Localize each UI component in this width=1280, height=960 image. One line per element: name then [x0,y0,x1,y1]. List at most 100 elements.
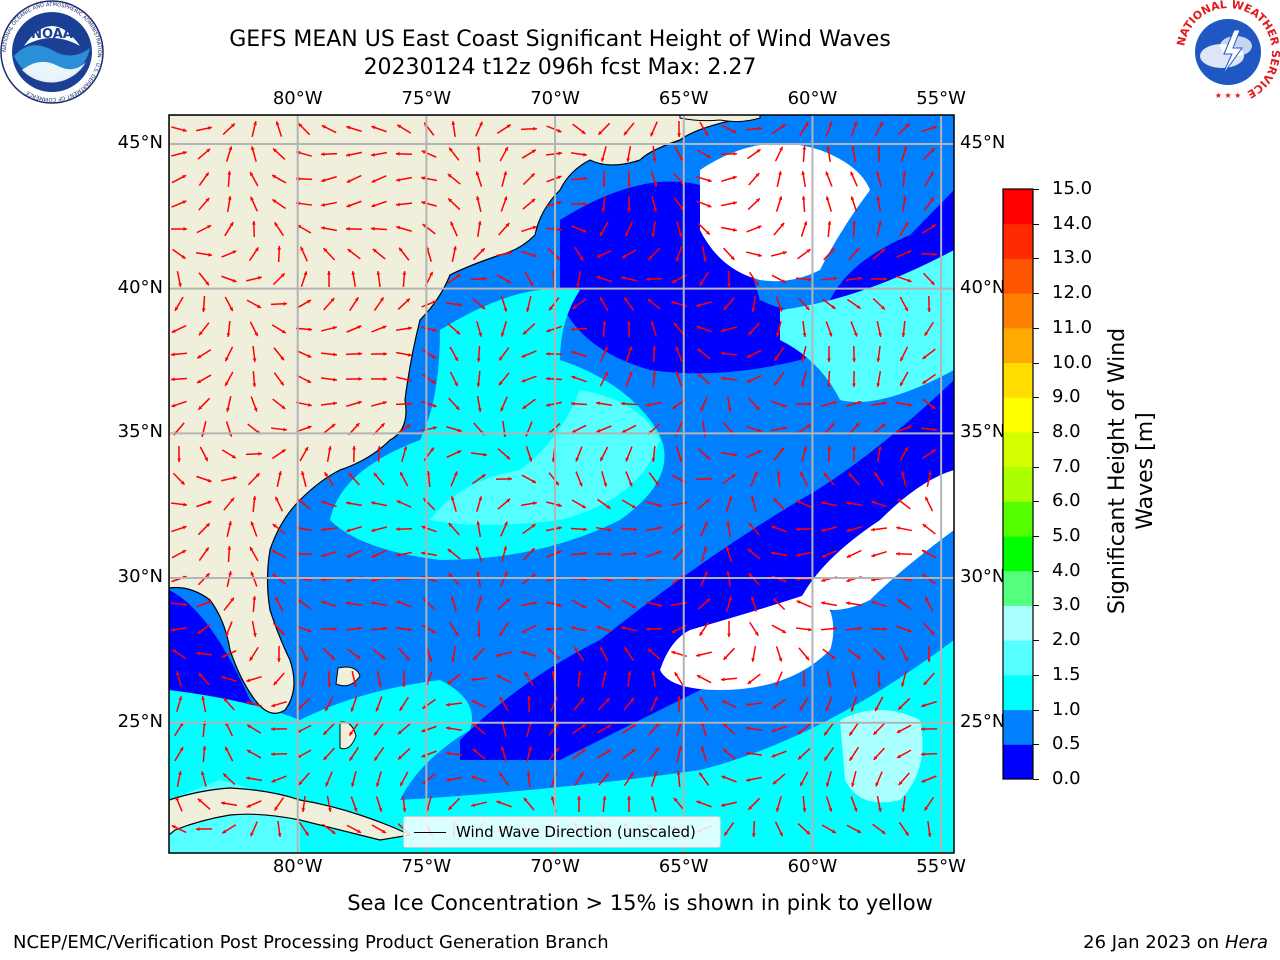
wave-arrowhead [657,503,662,507]
colorbar-tick-mark [1033,431,1039,433]
wave-arrowhead [746,702,750,707]
wave-arrowhead [371,501,375,505]
wave-arrowhead [877,446,882,450]
wave-arrowhead [206,148,211,153]
wave-arrowhead [874,472,879,477]
wave-arrowhead [456,330,461,335]
wave-arrowhead [323,756,328,760]
wave-arrowhead [932,125,937,130]
wave-arrowhead [850,707,855,712]
wave-arrowhead [477,633,481,637]
wave-arrowhead [907,425,912,430]
wave-arrowhead [204,457,208,462]
wave-arrowhead [254,332,258,337]
wave-arrowhead [403,446,408,451]
wave-arrowhead [571,401,575,406]
wave-arrowhead [852,358,857,362]
wave-arrowhead [275,496,279,501]
colorbar-swatch [1003,570,1033,606]
lon-label: 80°W [272,88,323,109]
wave-arrowhead [706,154,711,159]
wave-arrowhead [931,405,936,409]
wave-arrowhead [557,550,562,555]
wave-arrowhead [922,524,927,528]
map-subtitle: 20230124 t12z 096h fcst Max: 2.27 [363,55,757,80]
wave-arrowhead [505,223,510,227]
wave-arrowhead [375,707,380,712]
colorbar-tick-mark [1033,362,1039,364]
lat-label: 45°N [117,131,163,153]
wave-arrowhead [654,696,658,701]
wave-arrowhead [696,800,701,805]
wave-arrowhead [700,746,705,751]
wave-arrowhead [325,782,330,787]
wave-arrowhead [183,602,187,607]
wave-arrowhead [371,203,376,208]
wave-arrowhead [408,352,412,357]
wave-arrowhead [808,627,812,632]
wave-arrowhead [831,305,836,309]
date-label: 26 Jan 2023 on [1083,932,1220,953]
wave-arrowhead [430,447,434,452]
colorbar-tick-label: 12.0 [1052,282,1093,304]
wave-arrowhead [546,351,550,356]
wave-arrowhead [202,746,207,750]
wave-arrowhead [876,196,881,200]
wave-arrowhead [723,655,728,660]
wave-arrowhead [929,172,934,177]
wave-arrowhead [902,171,907,175]
wave-arrowhead [582,228,587,233]
wave-arrowhead [653,771,658,776]
wave-arrowhead [726,571,731,575]
wave-arrowhead [396,151,400,156]
wave-arrowhead [557,603,562,607]
wave-arrowhead [631,724,636,729]
wave-arrowhead [907,250,912,255]
wave-arrowhead [927,658,931,662]
wave-arrowhead [831,655,836,659]
wave-arrowhead [925,496,929,501]
wave-arrowhead [876,358,881,362]
wave-arrowhead [824,731,828,736]
wave-arrowhead [504,521,508,526]
wave-arrowhead [346,554,351,558]
wave-arrowhead [274,806,279,811]
wave-arrowhead [625,457,630,462]
wave-arrowhead [923,681,928,686]
wave-arrowhead [699,281,704,286]
wave-arrowhead [901,808,906,812]
wave-arrowhead [876,171,880,176]
lon-label: 65°W [658,88,709,109]
wave-arrowhead [600,157,605,162]
wave-arrowhead [856,304,861,309]
wave-arrowhead [408,326,412,331]
wave-arrowhead [771,525,776,530]
wave-arrowhead [321,553,326,558]
lat-label: 30°N [117,566,163,588]
wave-arrowhead [555,722,560,727]
wave-arrowhead [396,600,401,605]
wave-arrowhead [304,447,308,452]
wave-arrowhead [200,771,205,776]
wave-arrowhead [748,330,753,335]
wave-arrowhead [333,352,337,357]
wave-arrowhead [323,730,328,735]
wave-arrowhead [727,633,731,637]
wave-arrowhead [432,328,437,332]
wave-arrowhead [746,778,750,782]
wave-arrowhead [197,798,202,803]
wave-arrowhead [246,700,251,705]
wave-arrowhead [375,782,380,787]
wave-arrowhead [806,249,811,253]
wave-arrowhead [653,207,657,212]
wave-arrowhead [181,255,186,259]
wave-arrowhead [821,501,825,505]
wave-arrowhead [655,722,660,727]
wave-arrowhead [774,356,779,361]
wave-arrowhead [331,830,336,834]
wave-arrowhead [371,152,375,157]
wave-arrowhead [250,196,254,201]
wave-arrowhead [205,172,209,177]
wave-arrowhead [476,146,481,150]
wave-arrowhead [622,254,627,259]
